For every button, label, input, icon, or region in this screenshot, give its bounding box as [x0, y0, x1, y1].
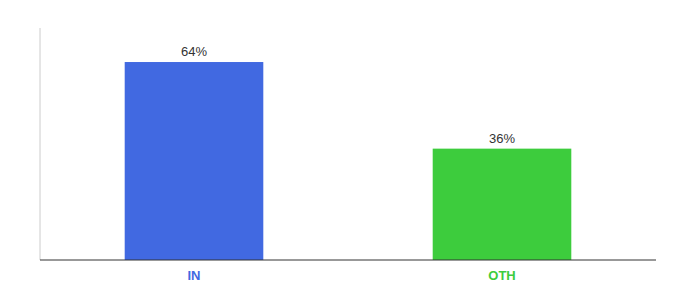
data-label: 36% [489, 131, 515, 146]
chart-container: 64% 36% IN OTH [0, 0, 680, 300]
x-tick-label: OTH [488, 268, 515, 283]
bars [125, 62, 572, 260]
x-axis-line [40, 260, 656, 261]
x-tick-label: IN [188, 268, 201, 283]
bar [433, 149, 572, 260]
chart-svg: 64% 36% IN OTH [0, 0, 680, 300]
data-label: 64% [181, 44, 207, 59]
data-labels: 64% 36% [181, 44, 515, 146]
y-axis-line [40, 28, 41, 260]
x-tick-labels: IN OTH [188, 268, 516, 283]
bar [125, 62, 264, 260]
